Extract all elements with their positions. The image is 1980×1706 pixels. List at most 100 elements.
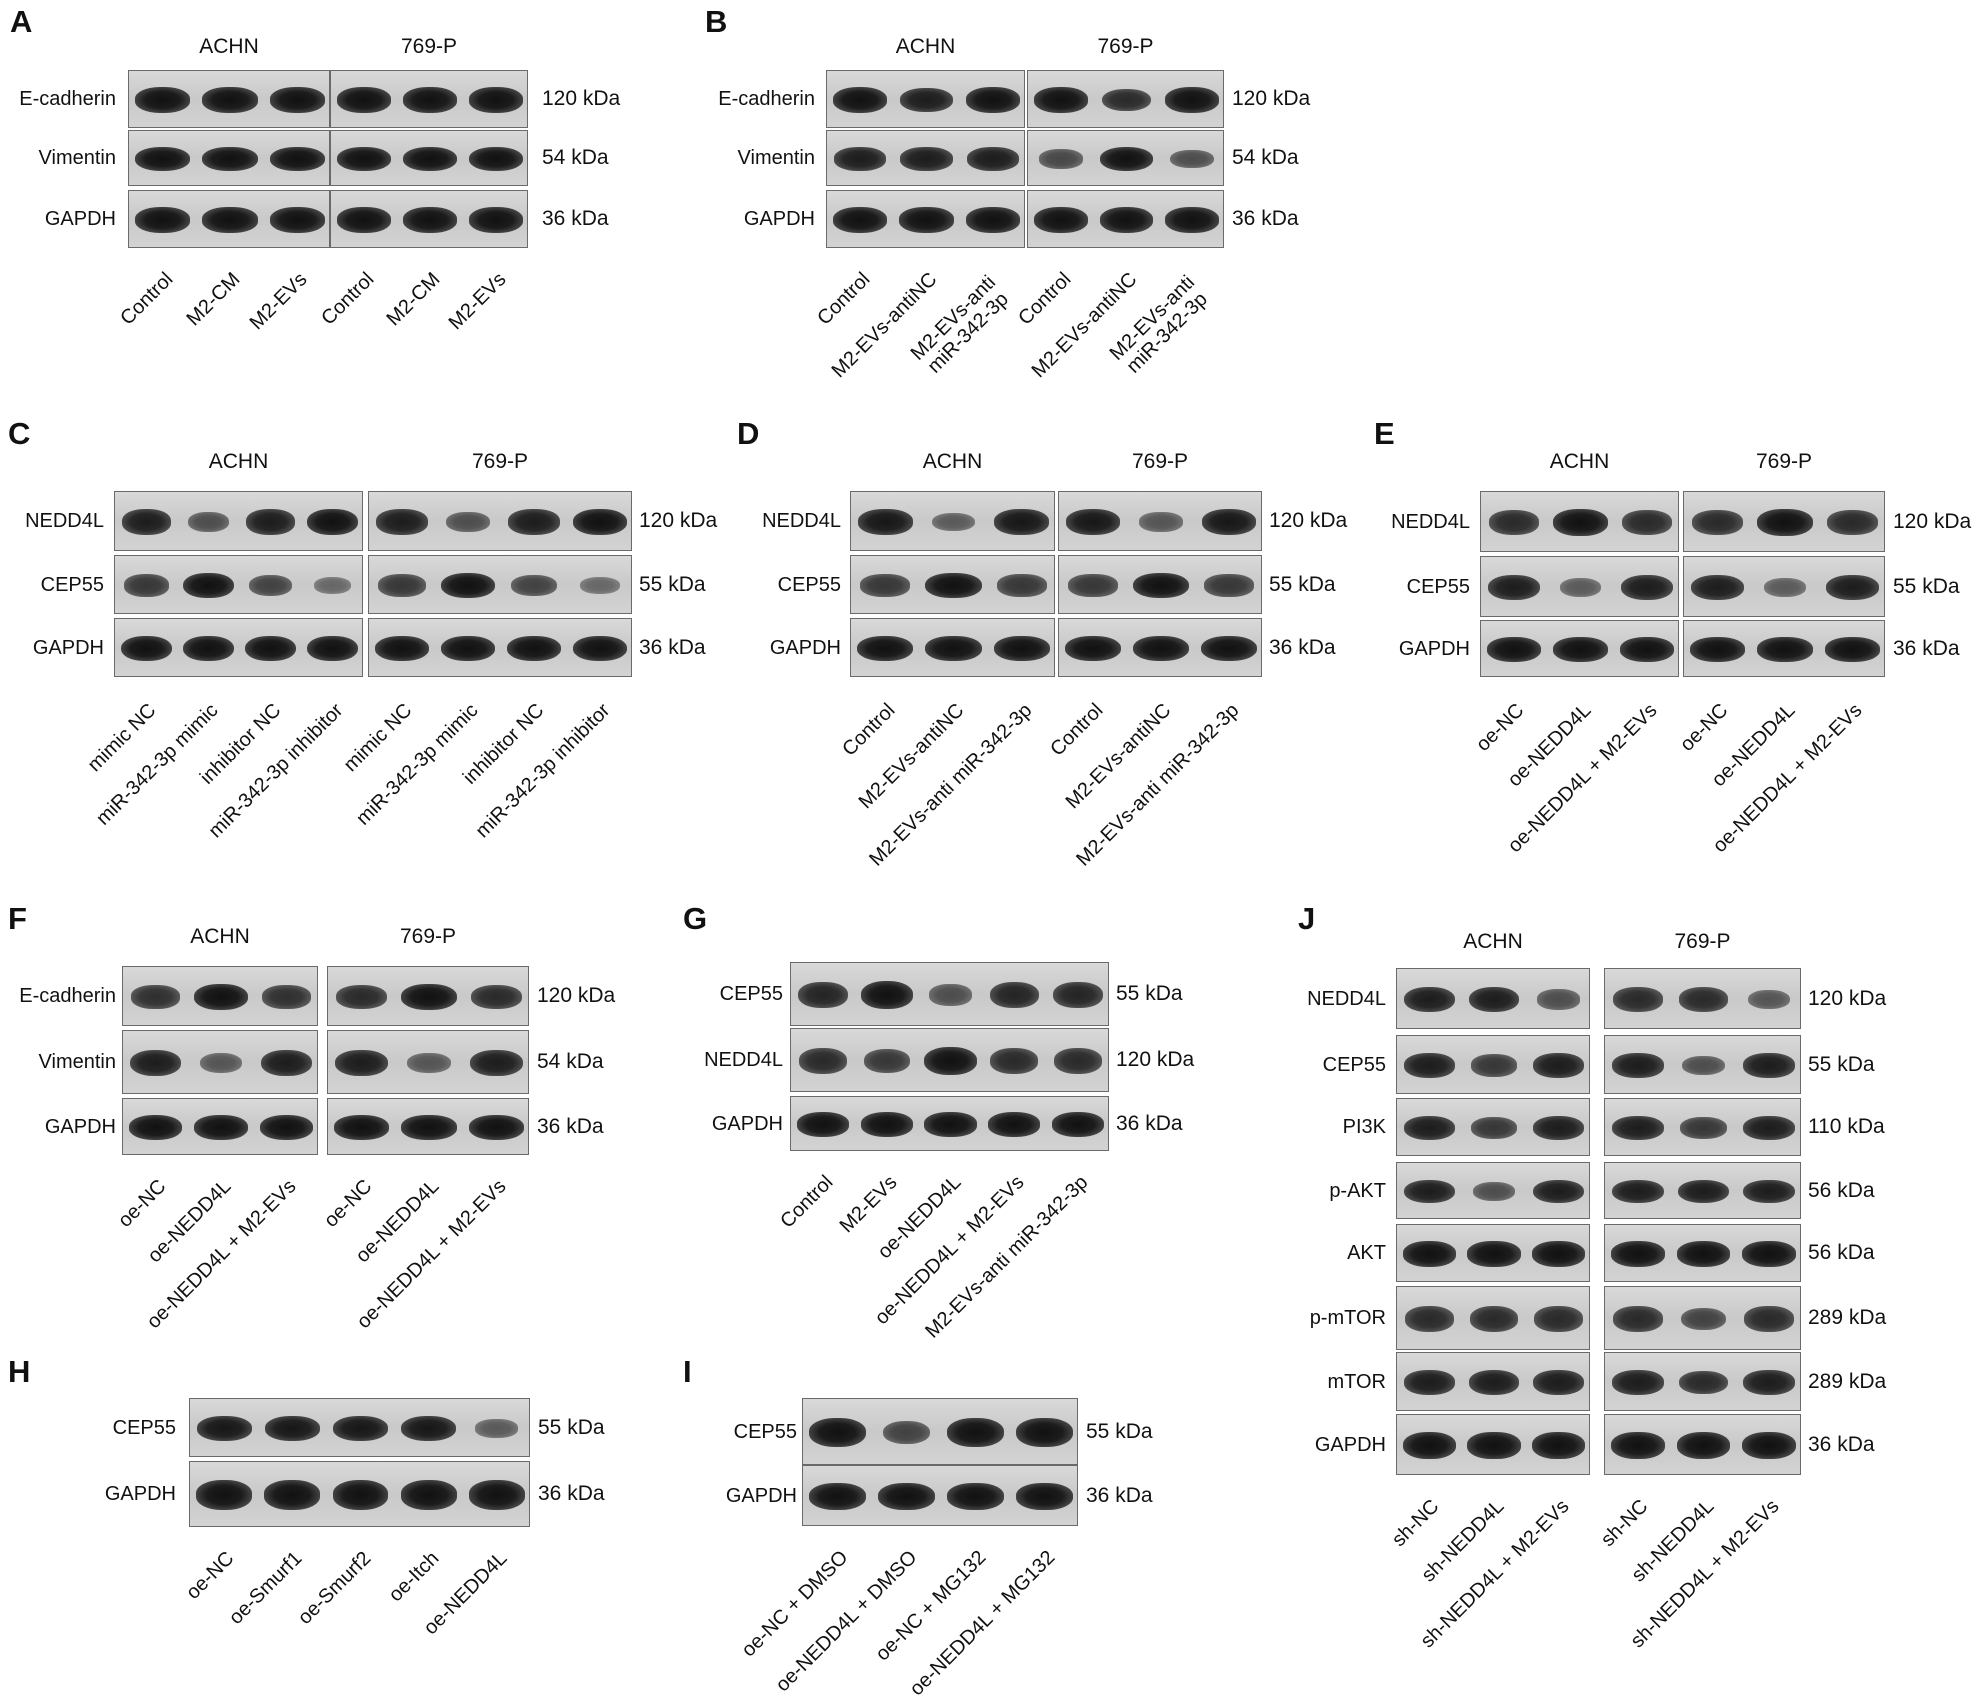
panel-e-band bbox=[1553, 509, 1608, 536]
panel-c-letter: C bbox=[8, 416, 31, 451]
panel-i-band bbox=[1016, 1417, 1073, 1448]
panel-c-band bbox=[245, 635, 297, 662]
panel-h-band bbox=[264, 1480, 321, 1510]
panel-j-blot-strip bbox=[1396, 1286, 1590, 1350]
panel-j-band bbox=[1610, 1241, 1665, 1267]
panel-c-band bbox=[246, 509, 296, 535]
panel-e-blot-strip bbox=[1480, 556, 1679, 617]
panel-b-kda-label: 54 kDa bbox=[1232, 146, 1299, 169]
panel-e-band bbox=[1559, 578, 1602, 597]
panel-c-band bbox=[123, 574, 169, 597]
panel-j-blot-strip bbox=[1396, 1098, 1590, 1156]
panel-a-band bbox=[135, 146, 191, 172]
panel-a-band bbox=[202, 207, 258, 233]
panel-g-band bbox=[860, 980, 913, 1010]
panel-b-blot-strip bbox=[826, 190, 1025, 248]
panel-a-band bbox=[402, 207, 458, 233]
panel-c-lane-label: miR-342-3p mimic bbox=[352, 699, 483, 830]
panel-a-lane-label: M2-EVs bbox=[444, 268, 511, 335]
panel-e-letter: E bbox=[1374, 416, 1395, 451]
panel-c-band bbox=[182, 572, 234, 599]
panel-b-band bbox=[1033, 207, 1088, 233]
panel-j-band bbox=[1743, 1115, 1796, 1141]
panel-j-band bbox=[1467, 1241, 1521, 1267]
panel-e-band bbox=[1825, 574, 1879, 601]
panel-f-letter: F bbox=[8, 901, 27, 936]
panel-a-band bbox=[468, 146, 524, 172]
panel-j-band bbox=[1470, 1054, 1518, 1077]
panel-h-band bbox=[475, 1419, 519, 1438]
panel-j-kda-label: 289 kDa bbox=[1808, 1306, 1887, 1329]
panel-j-band bbox=[1611, 1053, 1664, 1078]
panel-e-band bbox=[1621, 510, 1672, 535]
panel-a-kda-label: 36 kDa bbox=[542, 207, 609, 230]
panel-a-lane-label: Control bbox=[317, 268, 379, 330]
panel-j-blot-strip bbox=[1604, 968, 1801, 1029]
panel-j-band bbox=[1537, 989, 1580, 1010]
panel-g-band bbox=[1051, 1112, 1105, 1137]
panel-i-band bbox=[947, 1417, 1004, 1448]
panel-c-band bbox=[572, 635, 628, 662]
panel-c-protein-label: CEP55 bbox=[40, 573, 104, 596]
panel-c-blot-strip bbox=[114, 491, 363, 551]
panel-j-blot-strip bbox=[1396, 1035, 1590, 1094]
panel-h-blot-strip bbox=[189, 1398, 530, 1457]
panel-b-band bbox=[900, 87, 953, 113]
panel-a-cell-label: 769-P bbox=[400, 35, 458, 58]
panel-c-blot-strip bbox=[368, 491, 632, 551]
panel-c-lane-label: miR-342-3p inhibitor bbox=[471, 699, 615, 843]
panel-g-band bbox=[796, 1112, 850, 1137]
panel-f-band bbox=[335, 1049, 389, 1077]
panel-d-kda-label: 36 kDa bbox=[1269, 635, 1336, 659]
panel-b-band bbox=[965, 207, 1021, 233]
panel-f-band bbox=[260, 1049, 313, 1077]
panel-h-lane-label: oe-Smurf2 bbox=[293, 1547, 375, 1629]
panel-f-band bbox=[334, 1114, 390, 1141]
panel-e-band bbox=[1620, 574, 1673, 601]
panel-j-blot-strip bbox=[1604, 1414, 1801, 1475]
panel-j-band bbox=[1534, 1306, 1584, 1332]
panel-i-blot-strip bbox=[802, 1398, 1078, 1465]
panel-j-band bbox=[1677, 1179, 1730, 1204]
panel-j-band bbox=[1613, 1306, 1663, 1332]
panel-j-blot-strip bbox=[1604, 1352, 1801, 1411]
panel-a-band bbox=[336, 87, 392, 113]
panel-j-protein-label: PI3K bbox=[1342, 1116, 1386, 1138]
panel-j-band bbox=[1468, 1370, 1520, 1395]
panel-h-band bbox=[400, 1480, 457, 1510]
panel-j-band bbox=[1680, 1307, 1727, 1331]
panel-e-band bbox=[1690, 636, 1746, 663]
panel-j-band bbox=[1742, 1432, 1797, 1459]
panel-f-blot-strip bbox=[122, 966, 318, 1026]
panel-b-cell-label: 769-P bbox=[1097, 35, 1154, 58]
panel-c-cell-label: 769-P bbox=[471, 450, 529, 473]
panel-b-blot-strip bbox=[1027, 130, 1224, 186]
panel-h-band bbox=[264, 1415, 320, 1442]
panel-j-protein-label: p-mTOR bbox=[1309, 1307, 1386, 1329]
panel-g-letter: G bbox=[683, 901, 708, 936]
panel-g-band bbox=[924, 1046, 977, 1076]
panel-j-band bbox=[1533, 1179, 1585, 1204]
panel-j-blot-strip bbox=[1396, 1224, 1590, 1282]
panel-j-band bbox=[1402, 1432, 1456, 1459]
panel-d-blot-strip bbox=[850, 618, 1055, 677]
panel-b-blot-strip bbox=[826, 70, 1025, 128]
panel-j-protein-label: CEP55 bbox=[1322, 1053, 1386, 1076]
panel-j-band bbox=[1404, 1306, 1454, 1332]
panel-h-band bbox=[401, 1415, 457, 1442]
panel-j-letter: J bbox=[1298, 901, 1316, 936]
panel-f-lane-label: oe-NC bbox=[319, 1175, 377, 1232]
panel-d-band bbox=[857, 635, 914, 662]
panel-c-band bbox=[187, 512, 229, 532]
panel-a-lane-label: Control bbox=[115, 268, 178, 330]
panel-e-lane-label: oe-NC bbox=[1675, 699, 1733, 756]
panel-j-kda-label: 289 kDa bbox=[1808, 1369, 1887, 1393]
panel-a-band bbox=[202, 146, 258, 172]
panel-j-band bbox=[1403, 1115, 1455, 1141]
panel-d-blot-strip bbox=[1058, 555, 1262, 614]
panel-f-blot-strip bbox=[327, 966, 529, 1026]
panel-a-blot-strip bbox=[330, 130, 528, 186]
panel-g-kda-label: 120 kDa bbox=[1116, 1048, 1195, 1071]
panel-j-band bbox=[1469, 1306, 1519, 1332]
